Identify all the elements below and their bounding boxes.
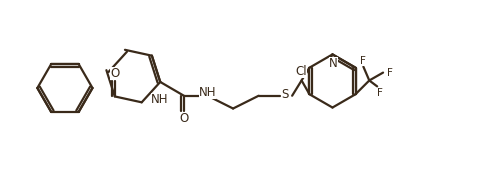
Text: S: S xyxy=(282,88,289,101)
Text: NH: NH xyxy=(150,93,168,106)
Text: Cl: Cl xyxy=(296,65,307,78)
Text: F: F xyxy=(360,56,366,66)
Text: F: F xyxy=(377,88,383,98)
Text: NH: NH xyxy=(199,86,216,99)
Text: N: N xyxy=(329,57,338,70)
Text: O: O xyxy=(110,67,119,80)
Text: O: O xyxy=(179,112,189,125)
Text: F: F xyxy=(387,68,393,78)
